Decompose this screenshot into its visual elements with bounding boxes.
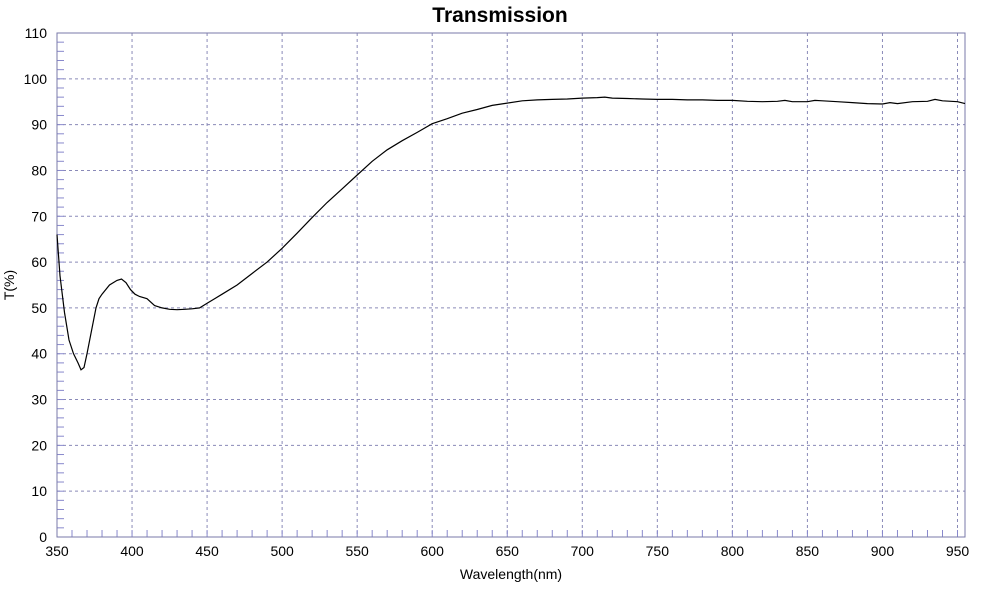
y-axis-label: T(%) — [1, 270, 17, 300]
transmission-series-line — [56, 96, 966, 371]
y-tick-label: 90 — [31, 117, 47, 133]
y-tick-label: 10 — [31, 483, 47, 499]
y-tick-label: 50 — [31, 300, 47, 316]
x-tick-label: 900 — [871, 543, 895, 559]
x-tick-label: 650 — [496, 543, 520, 559]
x-tick-label: 700 — [571, 543, 595, 559]
x-axis-ticks: 350 400 450 500 550 600 650 700 750 800 850 900 950 — [45, 543, 969, 559]
x-tick-label: 550 — [345, 543, 369, 559]
y-tick-label: 70 — [31, 208, 47, 224]
y-tick-label: 80 — [31, 162, 47, 178]
y-tick-label: 20 — [31, 437, 47, 453]
x-tick-label: 600 — [421, 543, 445, 559]
x-tick-label: 800 — [721, 543, 745, 559]
x-tick-label: 850 — [796, 543, 820, 559]
x-tick-label: 750 — [646, 543, 670, 559]
y-axis-ticks: 0 10 20 30 40 50 60 70 80 90 100 110 — [24, 25, 48, 545]
chart-title: Transmission — [432, 4, 567, 27]
plot-frame — [56, 32, 966, 538]
x-tick-label: 500 — [270, 543, 294, 559]
y-tick-label: 60 — [31, 254, 47, 270]
y-tick-label: 110 — [25, 25, 48, 41]
x-tick-label: 950 — [946, 543, 970, 559]
minor-ticks — [56, 32, 958, 538]
x-tick-label: 450 — [195, 543, 219, 559]
y-tick-label: 100 — [24, 71, 48, 87]
y-tick-label: 40 — [31, 346, 47, 362]
y-tick-label: 0 — [39, 529, 47, 545]
x-tick-label: 350 — [45, 543, 69, 559]
grid — [57, 33, 965, 537]
y-tick-label: 30 — [31, 392, 47, 408]
x-axis-label: Wavelength(nm) — [460, 566, 562, 582]
x-tick-label: 400 — [120, 543, 144, 559]
